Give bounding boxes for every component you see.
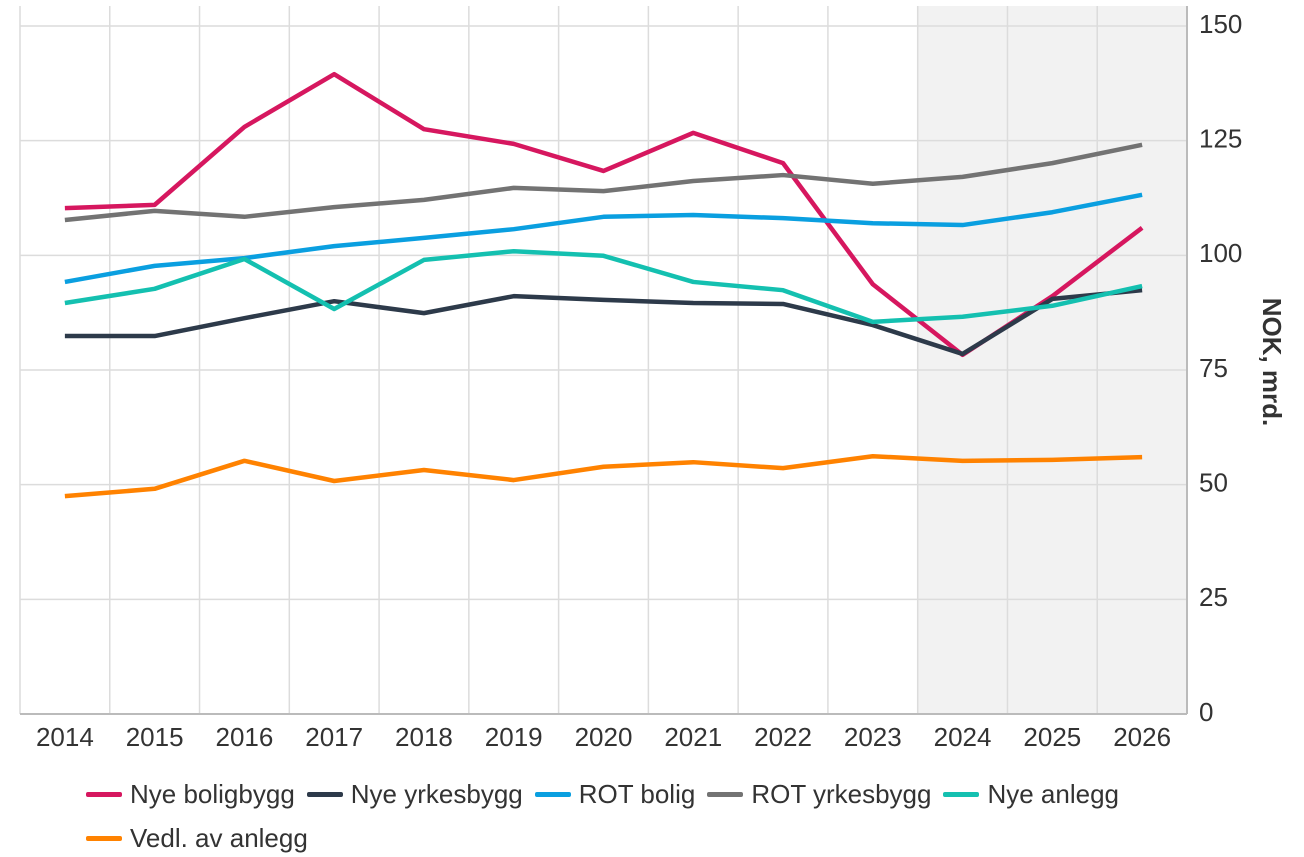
x-tick-label: 2022	[754, 722, 812, 752]
series-line	[64, 248, 1143, 325]
x-tick-label: 2024	[934, 722, 992, 752]
legend-item: Vedl. av anlegg	[86, 820, 308, 856]
x-tick-label: 2023	[844, 722, 902, 752]
legend-item: Nye anlegg	[943, 776, 1119, 812]
y-tick-label: 25	[1199, 582, 1228, 612]
legend-label: Nye boligbygg	[130, 778, 295, 809]
x-tick-label: 2016	[216, 722, 274, 752]
x-tick-label: 2026	[1113, 722, 1171, 752]
legend-label: Vedl. av anlegg	[130, 822, 308, 853]
x-tick-label: 2025	[1023, 722, 1081, 752]
legend-swatch	[86, 835, 122, 841]
x-tick-label: 2020	[575, 722, 633, 752]
series-line	[64, 142, 1143, 223]
x-tick-label: 2021	[664, 722, 722, 752]
series-line	[64, 287, 1143, 357]
series-line	[64, 453, 1143, 499]
x-tick-label: 2017	[305, 722, 363, 752]
legend-swatch	[943, 791, 980, 797]
x-tick-label: 2014	[36, 722, 94, 752]
legend-item: ROT yrkesbygg	[707, 776, 931, 812]
legend-item: Nye boligbygg	[86, 776, 295, 812]
legend-swatch	[86, 791, 122, 797]
y-tick-label: 50	[1199, 468, 1228, 498]
y-tick-label: 75	[1199, 353, 1228, 383]
y-axis-label: NOK, mrd.	[1257, 298, 1287, 427]
legend: Nye boligbygg Nye yrkesbygg ROT bolig ROT y…	[86, 776, 1246, 856]
y-tick-label: 150	[1199, 9, 1242, 39]
legend-label: ROT yrkesbygg	[751, 778, 932, 809]
chart: NOK, mrd. 0 25 50 75 100 125 150 2014 2015 2016 20…	[19, 6, 1287, 752]
legend-swatch	[534, 791, 571, 797]
legend-label: ROT bolig	[578, 778, 696, 809]
legend-swatch	[707, 791, 744, 797]
y-tick-label: 100	[1199, 238, 1242, 268]
legend-label: Nye yrkesbygg	[350, 778, 523, 809]
legend-label: Nye anlegg	[987, 778, 1120, 809]
legend-swatch	[306, 791, 343, 797]
legend-item: ROT bolig	[534, 776, 696, 812]
legend-item: Nye yrkesbygg	[306, 776, 523, 812]
forecast-shade	[917, 6, 1187, 714]
x-tick-label: 2015	[126, 722, 184, 752]
y-tick-label: 125	[1199, 124, 1242, 154]
x-tick-label: 2019	[485, 722, 543, 752]
x-tick-label: 2018	[395, 722, 453, 752]
y-tick-label: 0	[1199, 697, 1213, 727]
